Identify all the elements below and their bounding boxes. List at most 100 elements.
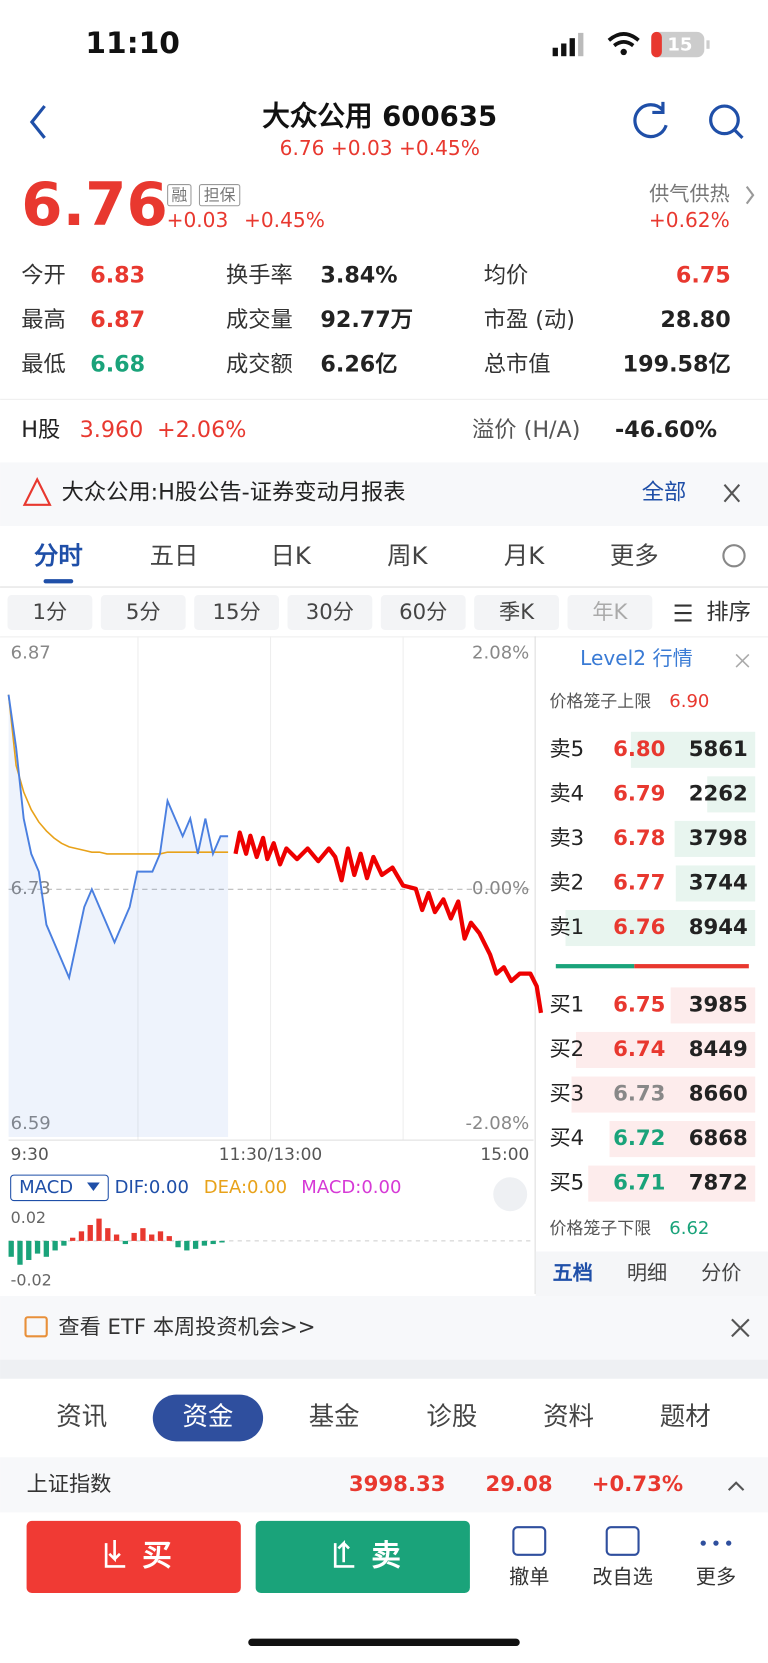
stat-label: 今开	[21, 262, 66, 288]
bottom-tab[interactable]: 资讯	[56, 1402, 107, 1432]
level-volume: 3985	[689, 992, 748, 1017]
stat-label: 最低	[21, 351, 66, 377]
premium: -46.60%	[615, 417, 717, 443]
change-pct: +0.45%	[244, 208, 325, 232]
tab[interactable]: 更多	[610, 541, 659, 570]
volume-bar	[575, 1031, 756, 1069]
level-label: 卖3	[549, 826, 584, 851]
macd-button-label[interactable]: MACD	[19, 1177, 73, 1198]
notice-action[interactable]: 全部	[642, 480, 687, 506]
macd-bar	[70, 1237, 76, 1241]
action-label[interactable]: 撤单	[509, 1565, 549, 1589]
level-volume: 2262	[689, 781, 748, 806]
stat-value: 6.75	[676, 262, 731, 288]
search-button[interactable]	[709, 104, 744, 140]
level-label: 卖5	[549, 737, 584, 762]
macd-bar	[34, 1240, 41, 1254]
banner-close[interactable]	[731, 1318, 750, 1338]
pct-label: 0.00%	[472, 878, 529, 899]
level-price: 6.77	[613, 870, 665, 895]
bottom-tab[interactable]: 资料	[543, 1402, 594, 1432]
tab[interactable]: 分时	[34, 541, 83, 570]
buy-button[interactable]	[26, 1520, 241, 1594]
period-label[interactable]: 1分	[33, 600, 68, 625]
level-volume: 5861	[689, 737, 748, 762]
volume-bar	[565, 909, 756, 947]
macd-bar	[113, 1234, 120, 1241]
macd-button[interactable]	[10, 1174, 109, 1202]
period-label[interactable]: 15分	[212, 600, 260, 625]
notice-text[interactable]: 大众公用:H股公告-证券变动月报表	[62, 480, 406, 506]
level-volume: 8449	[689, 1037, 748, 1062]
h-price: 3.960	[80, 417, 144, 443]
notice-close[interactable]	[723, 483, 741, 503]
level-volume: 6868	[689, 1126, 748, 1151]
macd-bottom: -0.02	[11, 1271, 52, 1290]
period-button[interactable]	[474, 594, 559, 630]
level-volume: 3744	[689, 870, 748, 895]
dot	[726, 1540, 732, 1546]
cage-upper-label: 价格笼子上限	[549, 691, 651, 711]
spread-bar-green	[555, 964, 635, 969]
tab[interactable]: 日K	[270, 541, 311, 570]
sector-arrow[interactable]	[745, 186, 755, 205]
status-icons	[552, 31, 710, 58]
buy-label[interactable]: 买	[142, 1538, 172, 1573]
book-tab[interactable]: 明细	[627, 1260, 667, 1284]
book-tab[interactable]: 五档	[553, 1260, 593, 1284]
period-label[interactable]: 5分	[126, 600, 161, 625]
level-price: 6.80	[613, 737, 665, 762]
period-button[interactable]	[7, 594, 93, 630]
banner-text[interactable]: 查看 ETF 本周投资机会>>	[58, 1315, 315, 1340]
macd-top: 0.02	[11, 1208, 46, 1227]
period-button[interactable]	[194, 594, 280, 630]
macd-switch[interactable]	[493, 1177, 528, 1212]
level-volume: 7872	[689, 1171, 748, 1196]
refresh-button[interactable]	[633, 101, 668, 139]
tab[interactable]: 月K	[504, 541, 545, 570]
spread-bar-red	[634, 964, 749, 969]
level-label: 卖1	[549, 915, 584, 940]
period-label[interactable]: 60分	[399, 600, 447, 625]
macd-dea: DEA:0.00	[204, 1177, 287, 1198]
period-button[interactable]	[287, 594, 373, 630]
tab[interactable]: 五日	[150, 541, 199, 570]
period-label[interactable]: 30分	[306, 600, 354, 625]
bottom-tab[interactable]: 基金	[309, 1402, 360, 1432]
action-label[interactable]: 改自选	[592, 1565, 652, 1589]
macd-dif: DIF:0.00	[115, 1177, 189, 1198]
macd-value: MACD:0.00	[301, 1177, 401, 1198]
period-button[interactable]	[380, 594, 466, 630]
back-button[interactable]	[29, 105, 46, 139]
stat-label: 均价	[484, 262, 529, 288]
period-button[interactable]	[100, 594, 186, 630]
sell-label[interactable]: 卖	[371, 1538, 401, 1573]
bottom-tab[interactable]: 诊股	[426, 1402, 477, 1432]
stat-value: 28.80	[660, 307, 730, 333]
level2-close[interactable]	[735, 653, 750, 668]
action-icon	[512, 1526, 547, 1556]
index-toggle[interactable]	[727, 1481, 745, 1491]
y-label: 6.87	[11, 642, 51, 663]
tab[interactable]: 周K	[387, 541, 428, 570]
action-label[interactable]: 更多	[696, 1565, 736, 1589]
book-tab[interactable]: 分价	[701, 1260, 741, 1284]
period-label[interactable]: 年K	[592, 600, 628, 625]
bottom-tab[interactable]: 题材	[660, 1402, 711, 1432]
stock-title: 大众公用 600635	[262, 100, 497, 133]
stat-value: 199.58亿	[623, 351, 731, 377]
bottom-tab[interactable]: 资金	[182, 1402, 233, 1432]
period-button[interactable]	[567, 594, 653, 630]
sector[interactable]: 供气供热	[649, 182, 730, 206]
index-value: 3998.33	[349, 1472, 446, 1497]
tab-underline	[43, 579, 74, 584]
banner-bg	[0, 1296, 768, 1360]
sort-button[interactable]: 排序	[706, 600, 751, 626]
settings-button[interactable]	[722, 544, 746, 568]
level-volume: 8660	[689, 1082, 748, 1107]
macd-bar	[184, 1240, 190, 1251]
change: +0.03	[167, 208, 229, 232]
period-label[interactable]: 季K	[499, 600, 535, 625]
sell-button[interactable]	[255, 1520, 470, 1594]
volume-bar	[707, 776, 756, 813]
